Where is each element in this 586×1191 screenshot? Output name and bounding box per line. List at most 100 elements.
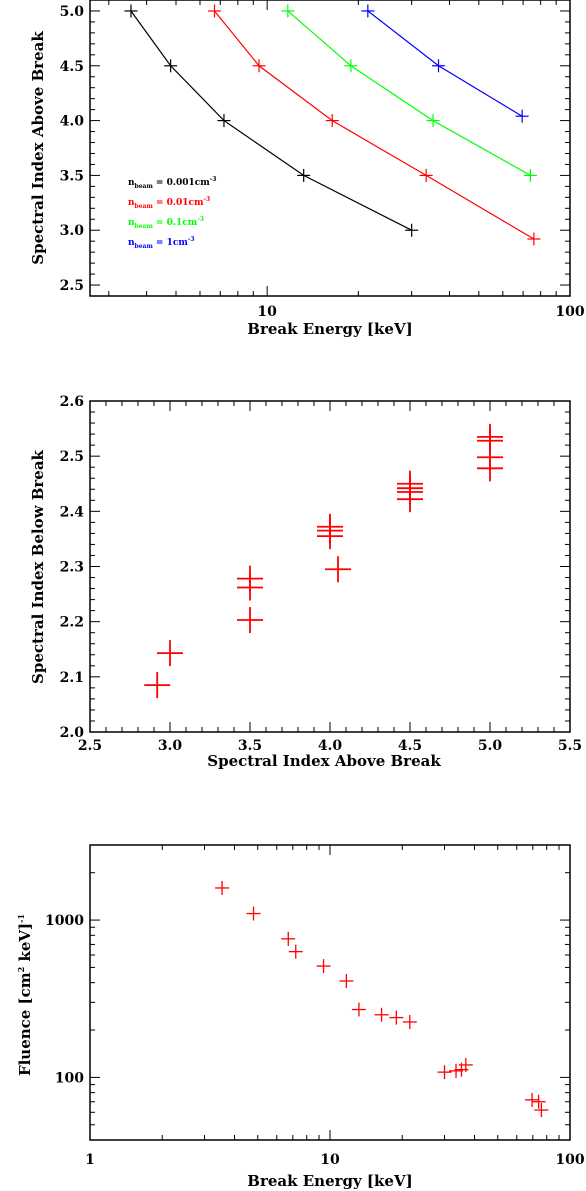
panel-2-point	[477, 423, 503, 450]
panel-1-point	[207, 4, 221, 18]
panel-3-point	[246, 906, 261, 921]
panel-3-y-axis-title: Fluence [cm2 keV]-1	[16, 914, 34, 1076]
panel-3-point	[288, 944, 303, 959]
panel-1-plot-frame	[89, 0, 571, 297]
panel-2-x-tick-label: 3.5	[238, 738, 262, 754]
panel-1-series-line-3	[367, 10, 523, 117]
panel-3-y-axis-title-sup2: -1	[16, 914, 26, 923]
panel-1-point	[164, 59, 178, 73]
panel-2-ticks	[89, 400, 571, 733]
panel-3-x-tick-label: 100	[555, 1152, 584, 1168]
panel-1-legend-sup: -3	[188, 236, 195, 243]
panel-3-plot-frame	[89, 844, 571, 1141]
panel-2-x-tick-label: 4.5	[398, 738, 422, 754]
panel-2-point	[237, 607, 263, 634]
panel-1-legend-entry-3: nbeam = 1cm-3	[128, 236, 195, 250]
panel-3-points	[215, 880, 549, 1118]
panel-3-point	[534, 1103, 549, 1118]
panel-2-point	[325, 556, 351, 583]
panel-1-y-axis-title: Spectral Index Above Break	[29, 31, 47, 265]
panel-1-point	[252, 59, 266, 73]
panel-2-x-tick-label: 3.0	[158, 738, 183, 754]
panel-1-point	[361, 4, 375, 18]
panel-1-legend-sub: beam	[135, 183, 154, 190]
panel-3-x-tick-label: 1	[85, 1152, 95, 1168]
panel-2-x-tick-label: 2.5	[78, 738, 102, 754]
panel-1-series-line-1	[214, 10, 535, 240]
panel-1-legend-sub: beam	[135, 223, 154, 230]
panel-3-point	[458, 1057, 473, 1072]
panel-1-y-tick-label: 4.5	[60, 59, 84, 75]
panel-3-x-axis-title: Break Energy [keV]	[247, 1172, 412, 1190]
panel-2-tick-labels: 2.5 3.0 3.5 4.0 4.5 5.0 5.5 2.0 2.1 2.2 2.3 2.4 2.5 2…	[60, 394, 583, 754]
panel-3-point	[339, 973, 354, 988]
panel-1-legend-main: n	[128, 198, 135, 208]
panel-3-y-tick-label: 1000	[45, 913, 84, 929]
panel-1-legend-main: n	[128, 238, 135, 248]
panel-1-y-tick-label: 2.5	[60, 278, 84, 294]
panel-1-legend-sup: -3	[197, 216, 204, 223]
panel-3-point	[281, 931, 296, 946]
panel-3-point	[531, 1094, 546, 1109]
panel-1-y-tick-label: 3.0	[60, 223, 85, 239]
panel-1-point	[419, 168, 433, 182]
panel-1-legend-sub: beam	[135, 243, 154, 250]
panel-1-point	[405, 223, 419, 237]
panel-1-legend-sub: beam	[135, 203, 154, 210]
panel-1-point	[527, 232, 541, 246]
panel-1-tick-labels: 10 100 2.5 3.0 3.5 4.0 4.5 5.0	[60, 4, 585, 320]
panel-1-legend-entry-2: nbeam = 0.1cm-3	[128, 216, 204, 230]
panel-1-legend-sup: -3	[210, 176, 217, 183]
panel-3-y-axis-title-main: Fluence [cm	[16, 972, 34, 1076]
panel-1-point	[281, 4, 295, 18]
panel-2-y-tick-label: 2.2	[60, 615, 84, 631]
panel-1-point	[523, 168, 537, 182]
panel-1-y-tick-label: 3.5	[60, 168, 84, 184]
panel-1-legend-entry-0: nbeam = 0.001cm-3	[128, 176, 216, 190]
panel-3-ticks	[89, 844, 571, 1141]
panel-3-fluence-vs-break-energy: 1 10 100 100 1000 Break Energy [keV] Fluence…	[16, 844, 585, 1190]
panel-2-y-tick-label: 2.5	[60, 449, 84, 465]
panel-1-point	[325, 114, 339, 128]
panel-1-legend-sup: -3	[204, 196, 211, 203]
panel-3-point	[215, 880, 230, 895]
panel-1-legend-rest: = 0.1cm	[153, 218, 198, 228]
panel-2-point	[157, 640, 183, 667]
panel-2-y-tick-label: 2.3	[60, 560, 84, 576]
panel-3-point	[351, 1002, 366, 1017]
panel-1-x-axis-title: Break Energy [keV]	[247, 320, 412, 338]
panel-1-point	[217, 114, 231, 128]
panel-1-ticks	[90, 0, 571, 296]
panel-1-legend-rest: = 0.01cm	[153, 198, 204, 208]
panel-2-point	[317, 513, 343, 540]
panel-1-legend-rest: = 1cm	[153, 238, 189, 248]
panel-2-y-axis-title: Spectral Index Below Break	[29, 449, 47, 683]
panel-3-point	[525, 1092, 540, 1107]
panel-2-x-axis-title: Spectral Index Above Break	[207, 752, 441, 770]
panel-1-point	[432, 59, 446, 73]
panel-1-x-tick-label: 100	[555, 304, 584, 320]
panel-2-x-tick-label: 5.5	[558, 738, 582, 754]
panel-1-point	[344, 59, 358, 73]
panel-3-point	[374, 1007, 389, 1022]
panel-3-point	[449, 1063, 464, 1078]
panel-3-y-tick-label: 100	[55, 1070, 84, 1086]
panel-2-index-above-vs-below: 2.5 3.0 3.5 4.0 4.5 5.0 5.5 2.0 2.1 2.2 2.3 2.4 2.5 2…	[29, 394, 582, 770]
panel-1-point	[426, 114, 440, 128]
panel-3-x-tick-label: 10	[320, 1152, 340, 1168]
panel-1-point	[124, 4, 138, 18]
panel-2-x-tick-label: 4.0	[318, 738, 343, 754]
panel-1-series	[124, 4, 541, 246]
panel-2-y-tick-label: 2.4	[60, 504, 85, 520]
panel-3-point	[316, 959, 331, 974]
panel-2-point	[397, 470, 423, 497]
panel-2-y-tick-label: 2.1	[60, 670, 84, 686]
panel-1-legend-entry-1: nbeam = 0.01cm-3	[128, 196, 210, 210]
panel-3-point	[389, 1010, 404, 1025]
panel-1-y-tick-label: 4.0	[60, 114, 85, 130]
panel-1-y-tick-label: 5.0	[60, 4, 85, 20]
panel-2-y-tick-label: 2.0	[60, 725, 85, 741]
panel-1-point	[515, 109, 529, 123]
